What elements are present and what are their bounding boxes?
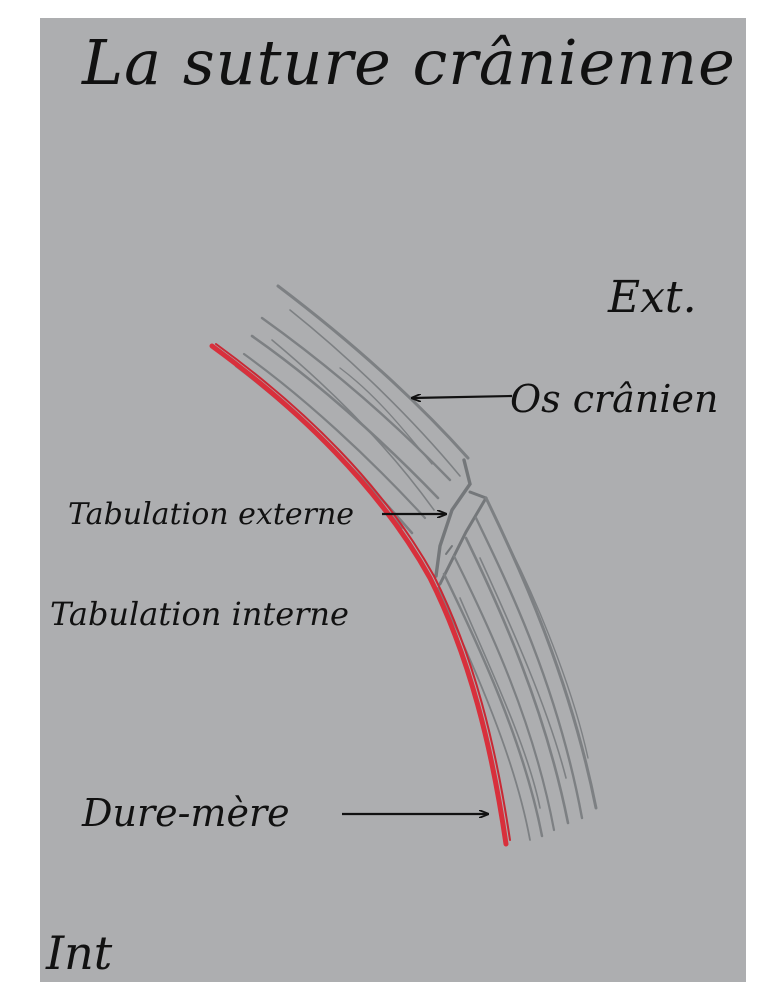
dura-mater-label: Dure-mère (82, 791, 290, 835)
cranial-bone-right-piece (437, 496, 598, 841)
diagram-title: La suture crânienne (82, 26, 736, 99)
cranial-bone-left-piece (227, 284, 470, 535)
exterior-label: Ext. (608, 272, 697, 323)
cranial-bone-label: Os crânien (510, 377, 719, 421)
interior-label: Int (46, 926, 113, 980)
dura-mater-line (209, 343, 511, 847)
inner-table-label: Tabulation interne (50, 595, 349, 633)
cranial-bone-arrow (412, 396, 513, 398)
paper-sheet: La suture crânienne Ext. Os crânien Tabu… (40, 18, 746, 982)
outer-table-label: Tabulation externe (68, 497, 355, 532)
suture-illustration (209, 284, 598, 847)
